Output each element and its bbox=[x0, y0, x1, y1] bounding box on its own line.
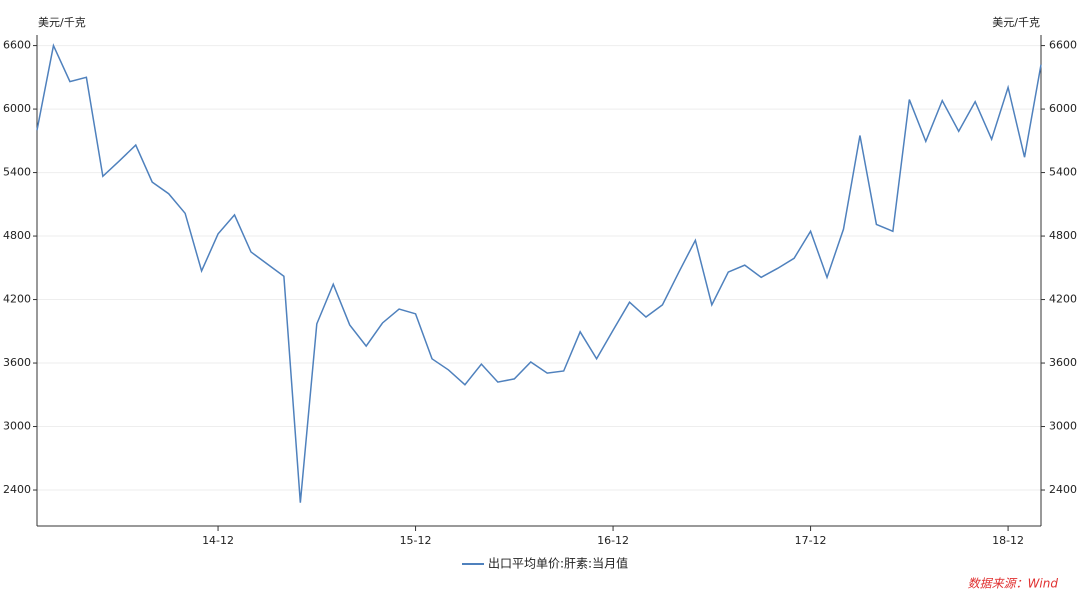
y-tick-label: 4800 bbox=[3, 229, 31, 242]
series-line bbox=[36, 43, 1042, 503]
x-tick-label: 15-12 bbox=[400, 534, 432, 547]
y2-tick-label: 2400 bbox=[1049, 483, 1077, 496]
y-tick-label: 4200 bbox=[3, 293, 31, 306]
x-tick-label: 14-12 bbox=[202, 534, 234, 547]
y-tick-label: 3000 bbox=[3, 420, 31, 433]
y2-tick-label: 4800 bbox=[1049, 229, 1077, 242]
y-tick-label: 5400 bbox=[3, 166, 31, 179]
y-tick-label: 3600 bbox=[3, 356, 31, 369]
y2-tick-label: 3600 bbox=[1049, 356, 1077, 369]
y2-tick-label: 3000 bbox=[1049, 420, 1077, 433]
y2-tick-label: 5400 bbox=[1049, 166, 1077, 179]
y2-tick-label: 4200 bbox=[1049, 293, 1077, 306]
y2-tick-label: 6000 bbox=[1049, 102, 1077, 115]
y2-tick-label: 6600 bbox=[1049, 39, 1077, 52]
x-tick-label: 18-12 bbox=[992, 534, 1024, 547]
y-tick-label: 6000 bbox=[3, 102, 31, 115]
x-tick-label: 16-12 bbox=[597, 534, 629, 547]
y-axis-label: 美元/千克 bbox=[38, 16, 86, 29]
source: 数据来源：Wind bbox=[968, 577, 1059, 591]
legend-label: 出口平均单价:肝素:当月值 bbox=[488, 556, 628, 571]
x-tick-label: 17-12 bbox=[795, 534, 827, 547]
y2-axis-label: 美元/千克 bbox=[992, 16, 1040, 29]
y-tick-label: 2400 bbox=[3, 483, 31, 496]
y-tick-label: 6600 bbox=[3, 39, 31, 52]
